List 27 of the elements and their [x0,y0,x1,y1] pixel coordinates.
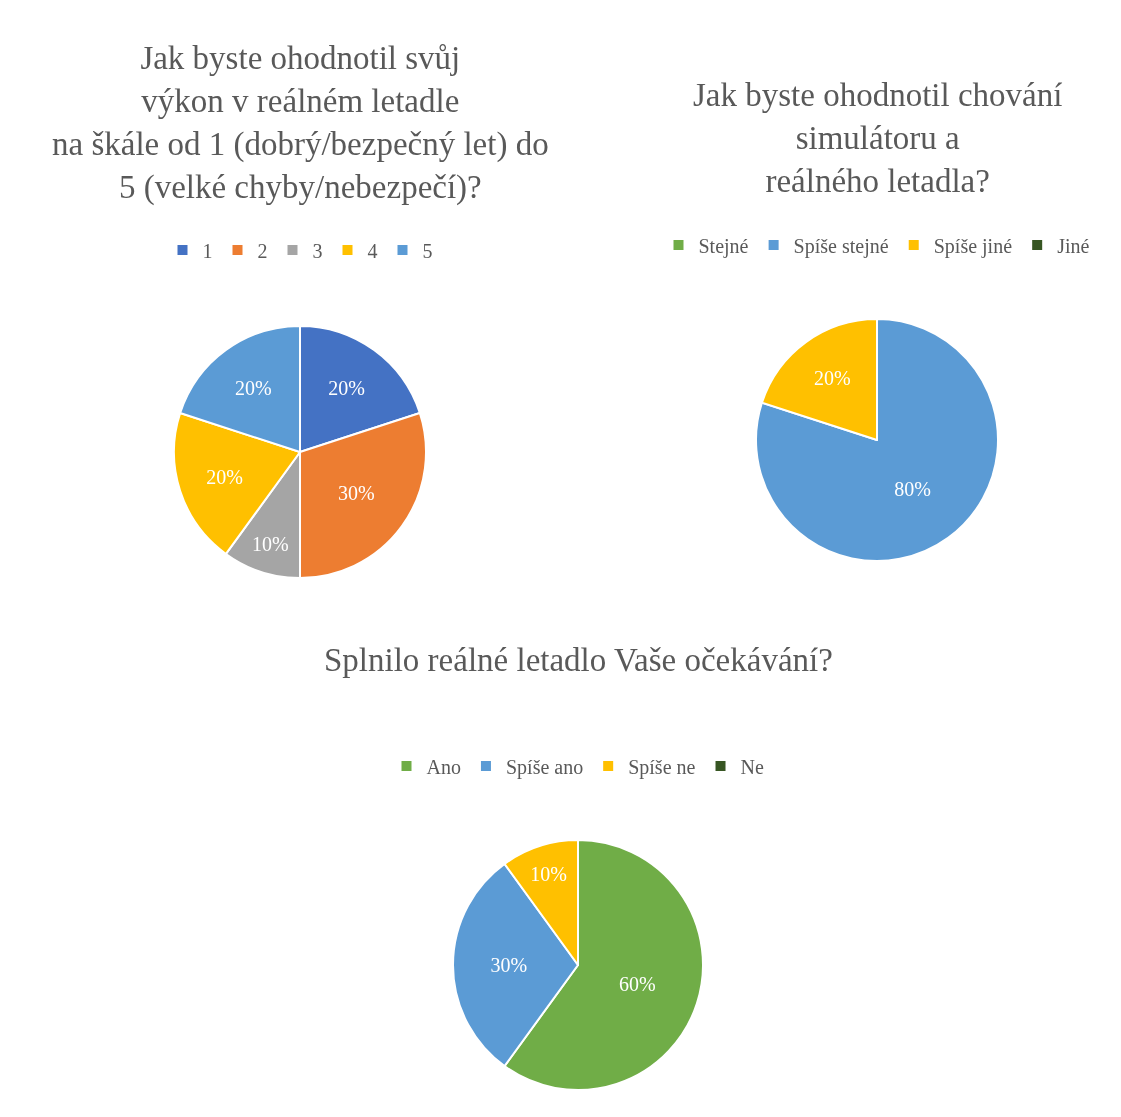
chart-title: Splnilo reálné letadlo Vaše očekávání? [324,642,833,678]
data-label: 30% [490,954,528,976]
legend-label: Spíše stejné [793,234,889,258]
legend-label: Ne [740,755,764,778]
data-label: 20% [328,376,365,399]
pie-slice [755,318,999,562]
legend-label: Spíše ne [628,755,696,779]
legend-label: 1 [202,239,213,262]
data-label: 80% [894,477,931,500]
legend-label: 2 [257,239,268,262]
legend-label: Spíše jiné [933,234,1013,258]
legend-label: 4 [367,239,378,262]
chart-title: Jak byste ohodnotil chování simulátoru a reálného letadla? [693,77,1063,199]
legend-label: Stejné [698,234,749,258]
data-label: 30% [338,481,375,504]
data-label: 20% [206,465,243,488]
legend-label: 3 [312,239,323,262]
data-label: 10% [530,863,567,886]
data-label: 20% [235,376,272,399]
data-label: 20% [813,367,851,390]
data-label: 10% [251,532,289,555]
chart-title: Jak byste ohodnotil svůj výkon v reálném letadle na škále od 1 (dobrý/bezpečný let) do 5 (velké chyby/nebezpečí)? [52,40,549,206]
legend-label: Jiné [1057,234,1090,257]
legend-label: Ano [426,755,461,778]
legend-label: 5 [422,239,433,262]
legend-label: Spíše ano [505,755,584,779]
data-label: 60% [619,973,656,996]
